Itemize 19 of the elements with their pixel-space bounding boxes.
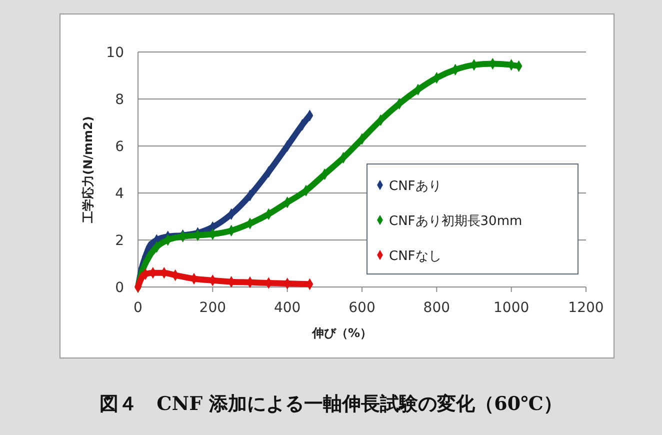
- y-tick-label: 10: [106, 45, 124, 61]
- y-axis-title: 工学応力(N/mm2): [81, 116, 95, 224]
- y-tick-label: 6: [115, 139, 124, 155]
- y-tick-label: 0: [115, 280, 124, 296]
- x-tick-label: 0: [134, 300, 142, 316]
- y-tick-label: 4: [115, 186, 124, 202]
- x-tick-label: 1200: [568, 300, 604, 316]
- x-axis-title: 伸び（%）: [310, 326, 372, 340]
- x-tick-label: 600: [348, 300, 376, 316]
- text: 図４ CNF 添加による一軸伸長試験の変化（60℃）: [100, 393, 562, 415]
- legend-label: CNFあり: [389, 179, 442, 194]
- legend-label: CNFなし: [389, 249, 442, 264]
- x-tick-label: 200: [199, 300, 226, 316]
- legend-label: CNFあり初期長30mm: [389, 214, 522, 229]
- y-tick-label: 8: [115, 92, 124, 108]
- x-tick-label: 800: [423, 300, 450, 316]
- x-tick-label: 1000: [494, 300, 530, 316]
- y-tick-label: 2: [115, 233, 124, 249]
- x-tick-label: 400: [274, 300, 301, 316]
